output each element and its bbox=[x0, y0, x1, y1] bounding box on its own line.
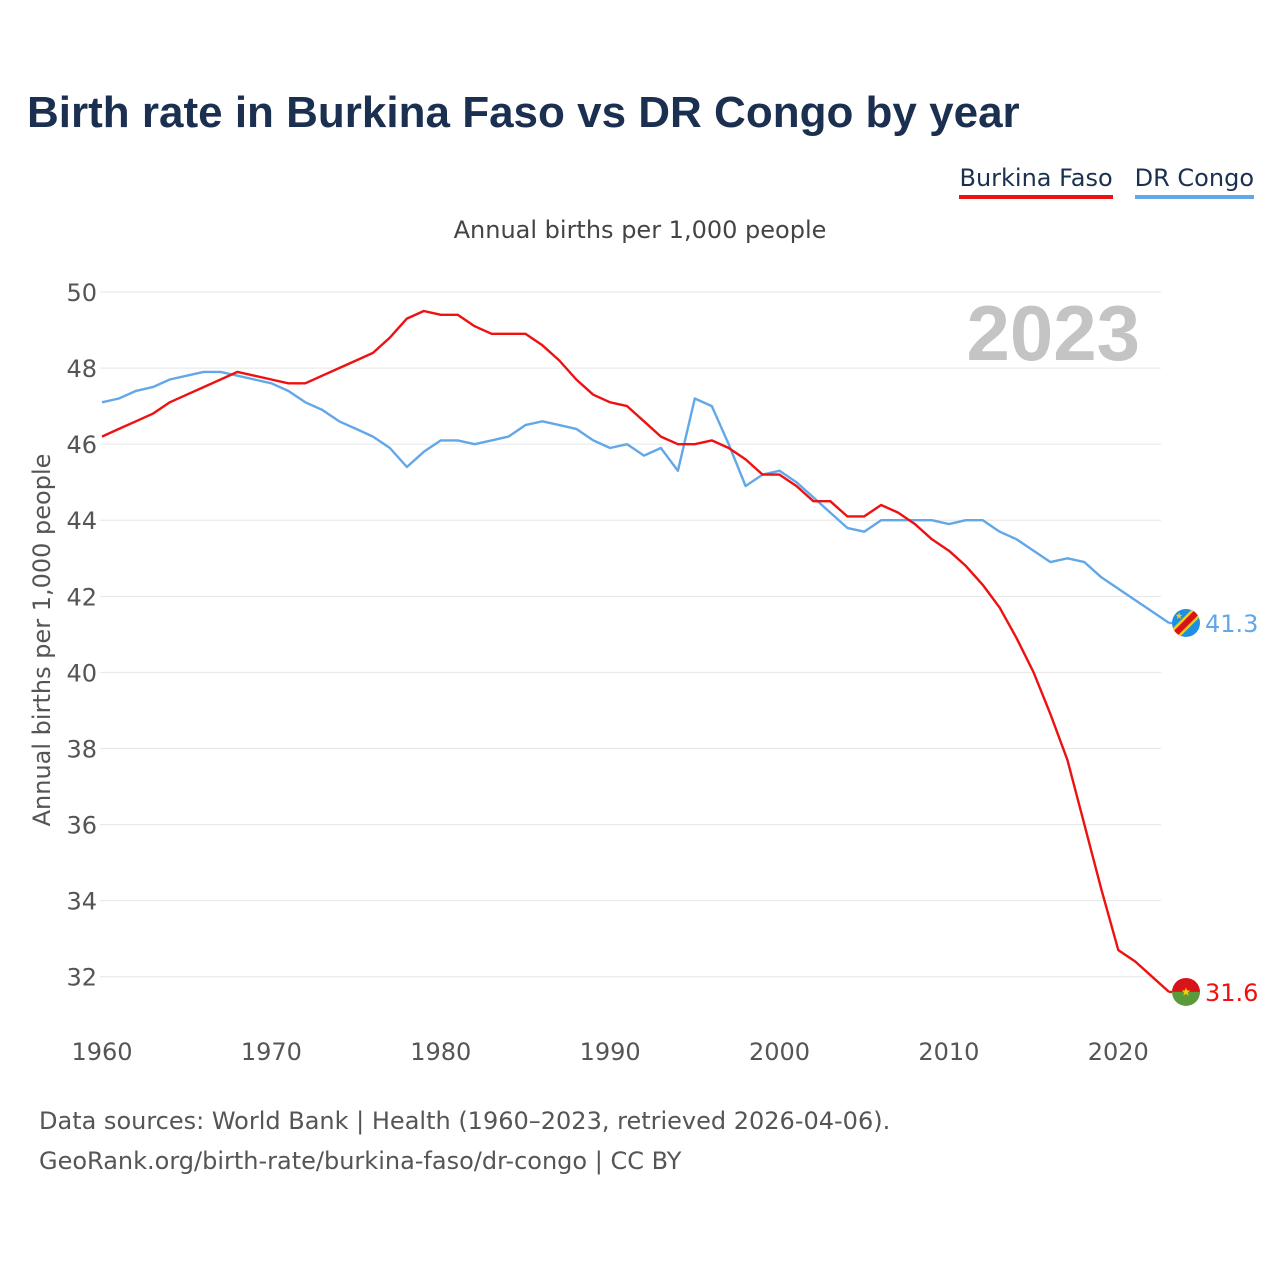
x-tick-label: 2020 bbox=[1088, 1038, 1149, 1066]
y-tick-label: 40 bbox=[66, 659, 97, 687]
y-tick-label: 38 bbox=[66, 735, 97, 763]
y-tick-label: 34 bbox=[66, 888, 97, 916]
y-tick-label: 44 bbox=[66, 507, 97, 535]
y-tick-label: 48 bbox=[66, 355, 97, 383]
chart-legend: Burkina Faso DR Congo bbox=[959, 164, 1254, 199]
x-tick-label: 1990 bbox=[580, 1038, 641, 1066]
y-tick-label: 42 bbox=[66, 583, 97, 611]
y-tick-label: 36 bbox=[66, 812, 97, 840]
series-line-dr-congo bbox=[101, 370, 1170, 624]
end-value-label-dr-congo: 41.3 bbox=[1205, 610, 1258, 638]
x-tick-label: 2000 bbox=[749, 1038, 810, 1066]
chart-title: Birth rate in Burkina Faso vs DR Congo b… bbox=[27, 88, 1020, 137]
dr-congo-flag-icon bbox=[1172, 608, 1200, 637]
x-tick-label: 1960 bbox=[71, 1038, 132, 1066]
burkina-faso-flag-icon bbox=[1172, 977, 1200, 1006]
x-tick-label: 2010 bbox=[918, 1038, 979, 1066]
data-source-note: Data sources: World Bank | Health (1960–… bbox=[39, 1107, 891, 1135]
y-tick-label: 50 bbox=[66, 279, 97, 307]
year-watermark: 2023 bbox=[966, 289, 1140, 377]
y-tick-label: 32 bbox=[66, 964, 97, 992]
y-tick-label: 46 bbox=[66, 431, 97, 459]
y-axis-label: Annual births per 1,000 people bbox=[28, 454, 56, 827]
source-url-license: GeoRank.org/birth-rate/burkina-faso/dr-c… bbox=[39, 1147, 682, 1175]
series-line-burkina-faso bbox=[101, 309, 1170, 993]
end-value-label-burkina-faso: 31.6 bbox=[1205, 979, 1258, 1007]
legend-item-burkina-faso[interactable]: Burkina Faso bbox=[959, 164, 1113, 199]
x-tick-label: 1970 bbox=[241, 1038, 302, 1066]
chart-subtitle: Annual births per 1,000 people bbox=[453, 216, 827, 244]
legend-item-dr-congo[interactable]: DR Congo bbox=[1134, 164, 1254, 199]
x-tick-label: 1980 bbox=[410, 1038, 471, 1066]
